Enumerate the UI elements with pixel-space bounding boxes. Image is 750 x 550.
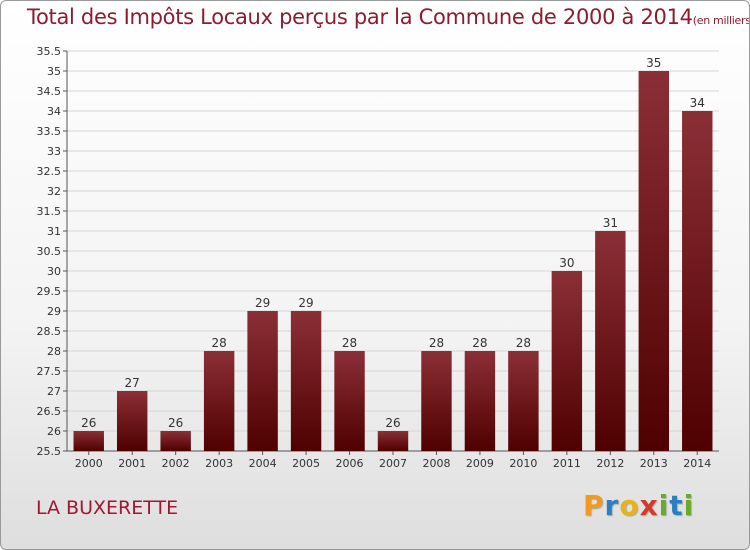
x-tick-label: 2014 xyxy=(683,457,711,470)
y-tick-label: 26.5 xyxy=(37,405,62,418)
data-label: 26 xyxy=(81,416,96,430)
x-tick-label: 2000 xyxy=(75,457,103,470)
commune-name: LA BUXERETTE xyxy=(36,497,179,519)
bars xyxy=(73,71,713,451)
x-tick-label: 2004 xyxy=(249,457,277,470)
y-tick-labels: 25.5 26 26.5 27 27.5 28 28.5 29 29.5 30 30.5 31 31.5… xyxy=(37,45,62,458)
y-tick-label: 30 xyxy=(47,265,61,278)
bar-2004 xyxy=(247,311,278,451)
data-label: 29 xyxy=(255,296,270,310)
x-tick-label: 2009 xyxy=(466,457,494,470)
data-label: 27 xyxy=(125,376,140,390)
y-tick-label: 28.5 xyxy=(37,325,62,338)
x-tick-label: 2003 xyxy=(205,457,233,470)
title-text: Total des Impôts Locaux perçus par la Co… xyxy=(27,5,693,29)
data-label: 28 xyxy=(429,336,444,350)
logo-letter: i xyxy=(683,489,695,522)
data-label: 28 xyxy=(516,336,531,350)
bar-2013 xyxy=(638,71,670,451)
data-label: 30 xyxy=(559,256,574,270)
x-tick-label: 2008 xyxy=(422,457,450,470)
y-tick-label: 29.5 xyxy=(37,285,62,298)
bar-2002 xyxy=(160,431,191,451)
bar-2007 xyxy=(377,431,409,451)
y-tick-label: 33 xyxy=(47,145,61,158)
y-tick-label: 35.5 xyxy=(37,45,62,58)
y-tick-label: 31.5 xyxy=(37,205,62,218)
bar-2012 xyxy=(595,231,626,451)
data-label: 34 xyxy=(690,96,705,110)
bar-2011 xyxy=(551,271,583,451)
bar-2005 xyxy=(290,311,322,451)
x-tick-label: 2012 xyxy=(596,457,624,470)
x-tick-label: 2001 xyxy=(118,457,146,470)
x-tick-label: 2011 xyxy=(553,457,581,470)
x-tick-label: 2006 xyxy=(336,457,364,470)
x-tick-label: 2002 xyxy=(162,457,190,470)
bar-2008 xyxy=(421,351,452,451)
chart-title: Total des Impôts Locaux perçus par la Co… xyxy=(27,5,750,29)
y-tick-label: 32 xyxy=(47,185,61,198)
y-tick-label: 30.5 xyxy=(37,245,62,258)
x-tick-label: 2007 xyxy=(379,457,407,470)
logo-letter: P xyxy=(583,489,605,522)
proxiti-logo: Proxiti xyxy=(583,489,694,522)
data-label: 28 xyxy=(342,336,357,350)
data-label: 26 xyxy=(385,416,400,430)
y-tick-label: 32.5 xyxy=(37,165,62,178)
data-label: 29 xyxy=(298,296,313,310)
data-label: 35 xyxy=(646,56,661,70)
x-tick-label: 2013 xyxy=(640,457,668,470)
logo-letter: i xyxy=(658,489,670,522)
data-label: 28 xyxy=(211,336,226,350)
x-tick-label: 2010 xyxy=(509,457,537,470)
data-label: 26 xyxy=(168,416,183,430)
bar-2009 xyxy=(464,351,496,451)
y-tick-label: 35 xyxy=(47,65,61,78)
y-tick-label: 28 xyxy=(47,345,61,358)
y-tick-label: 27 xyxy=(47,385,61,398)
logo-letter: o xyxy=(619,489,640,522)
logo-letter: t xyxy=(669,489,684,522)
data-label: 31 xyxy=(603,216,618,230)
bar-2006 xyxy=(334,351,365,451)
x-tick-labels: 2000 2001 2002 2003 2004 2005 2006 2007 2008 2009… xyxy=(75,451,711,470)
x-tick-label: 2005 xyxy=(292,457,320,470)
y-tick-label: 27.5 xyxy=(37,365,62,378)
title-unit: (en milliers d'€) xyxy=(692,14,750,27)
logo-letter: r xyxy=(604,489,620,522)
y-tick-label: 31 xyxy=(47,225,61,238)
y-tick-label: 33.5 xyxy=(37,125,62,138)
bar-2014 xyxy=(682,111,713,451)
y-tick-label: 26 xyxy=(47,425,61,438)
y-tick-label: 34 xyxy=(47,105,61,118)
bar-2001 xyxy=(116,391,148,451)
bar-2000 xyxy=(73,431,104,451)
y-tick-label: 29 xyxy=(47,305,61,318)
bar-2003 xyxy=(203,351,235,451)
bar-2010 xyxy=(508,351,539,451)
data-label: 28 xyxy=(472,336,487,350)
y-tick-label: 34.5 xyxy=(37,85,62,98)
y-tick-label: 25.5 xyxy=(37,445,62,458)
logo-letter: x xyxy=(639,489,659,522)
data-labels: 26 27 26 28 29 29 28 26 28 28 28 30 31 35 34 xyxy=(81,56,705,430)
